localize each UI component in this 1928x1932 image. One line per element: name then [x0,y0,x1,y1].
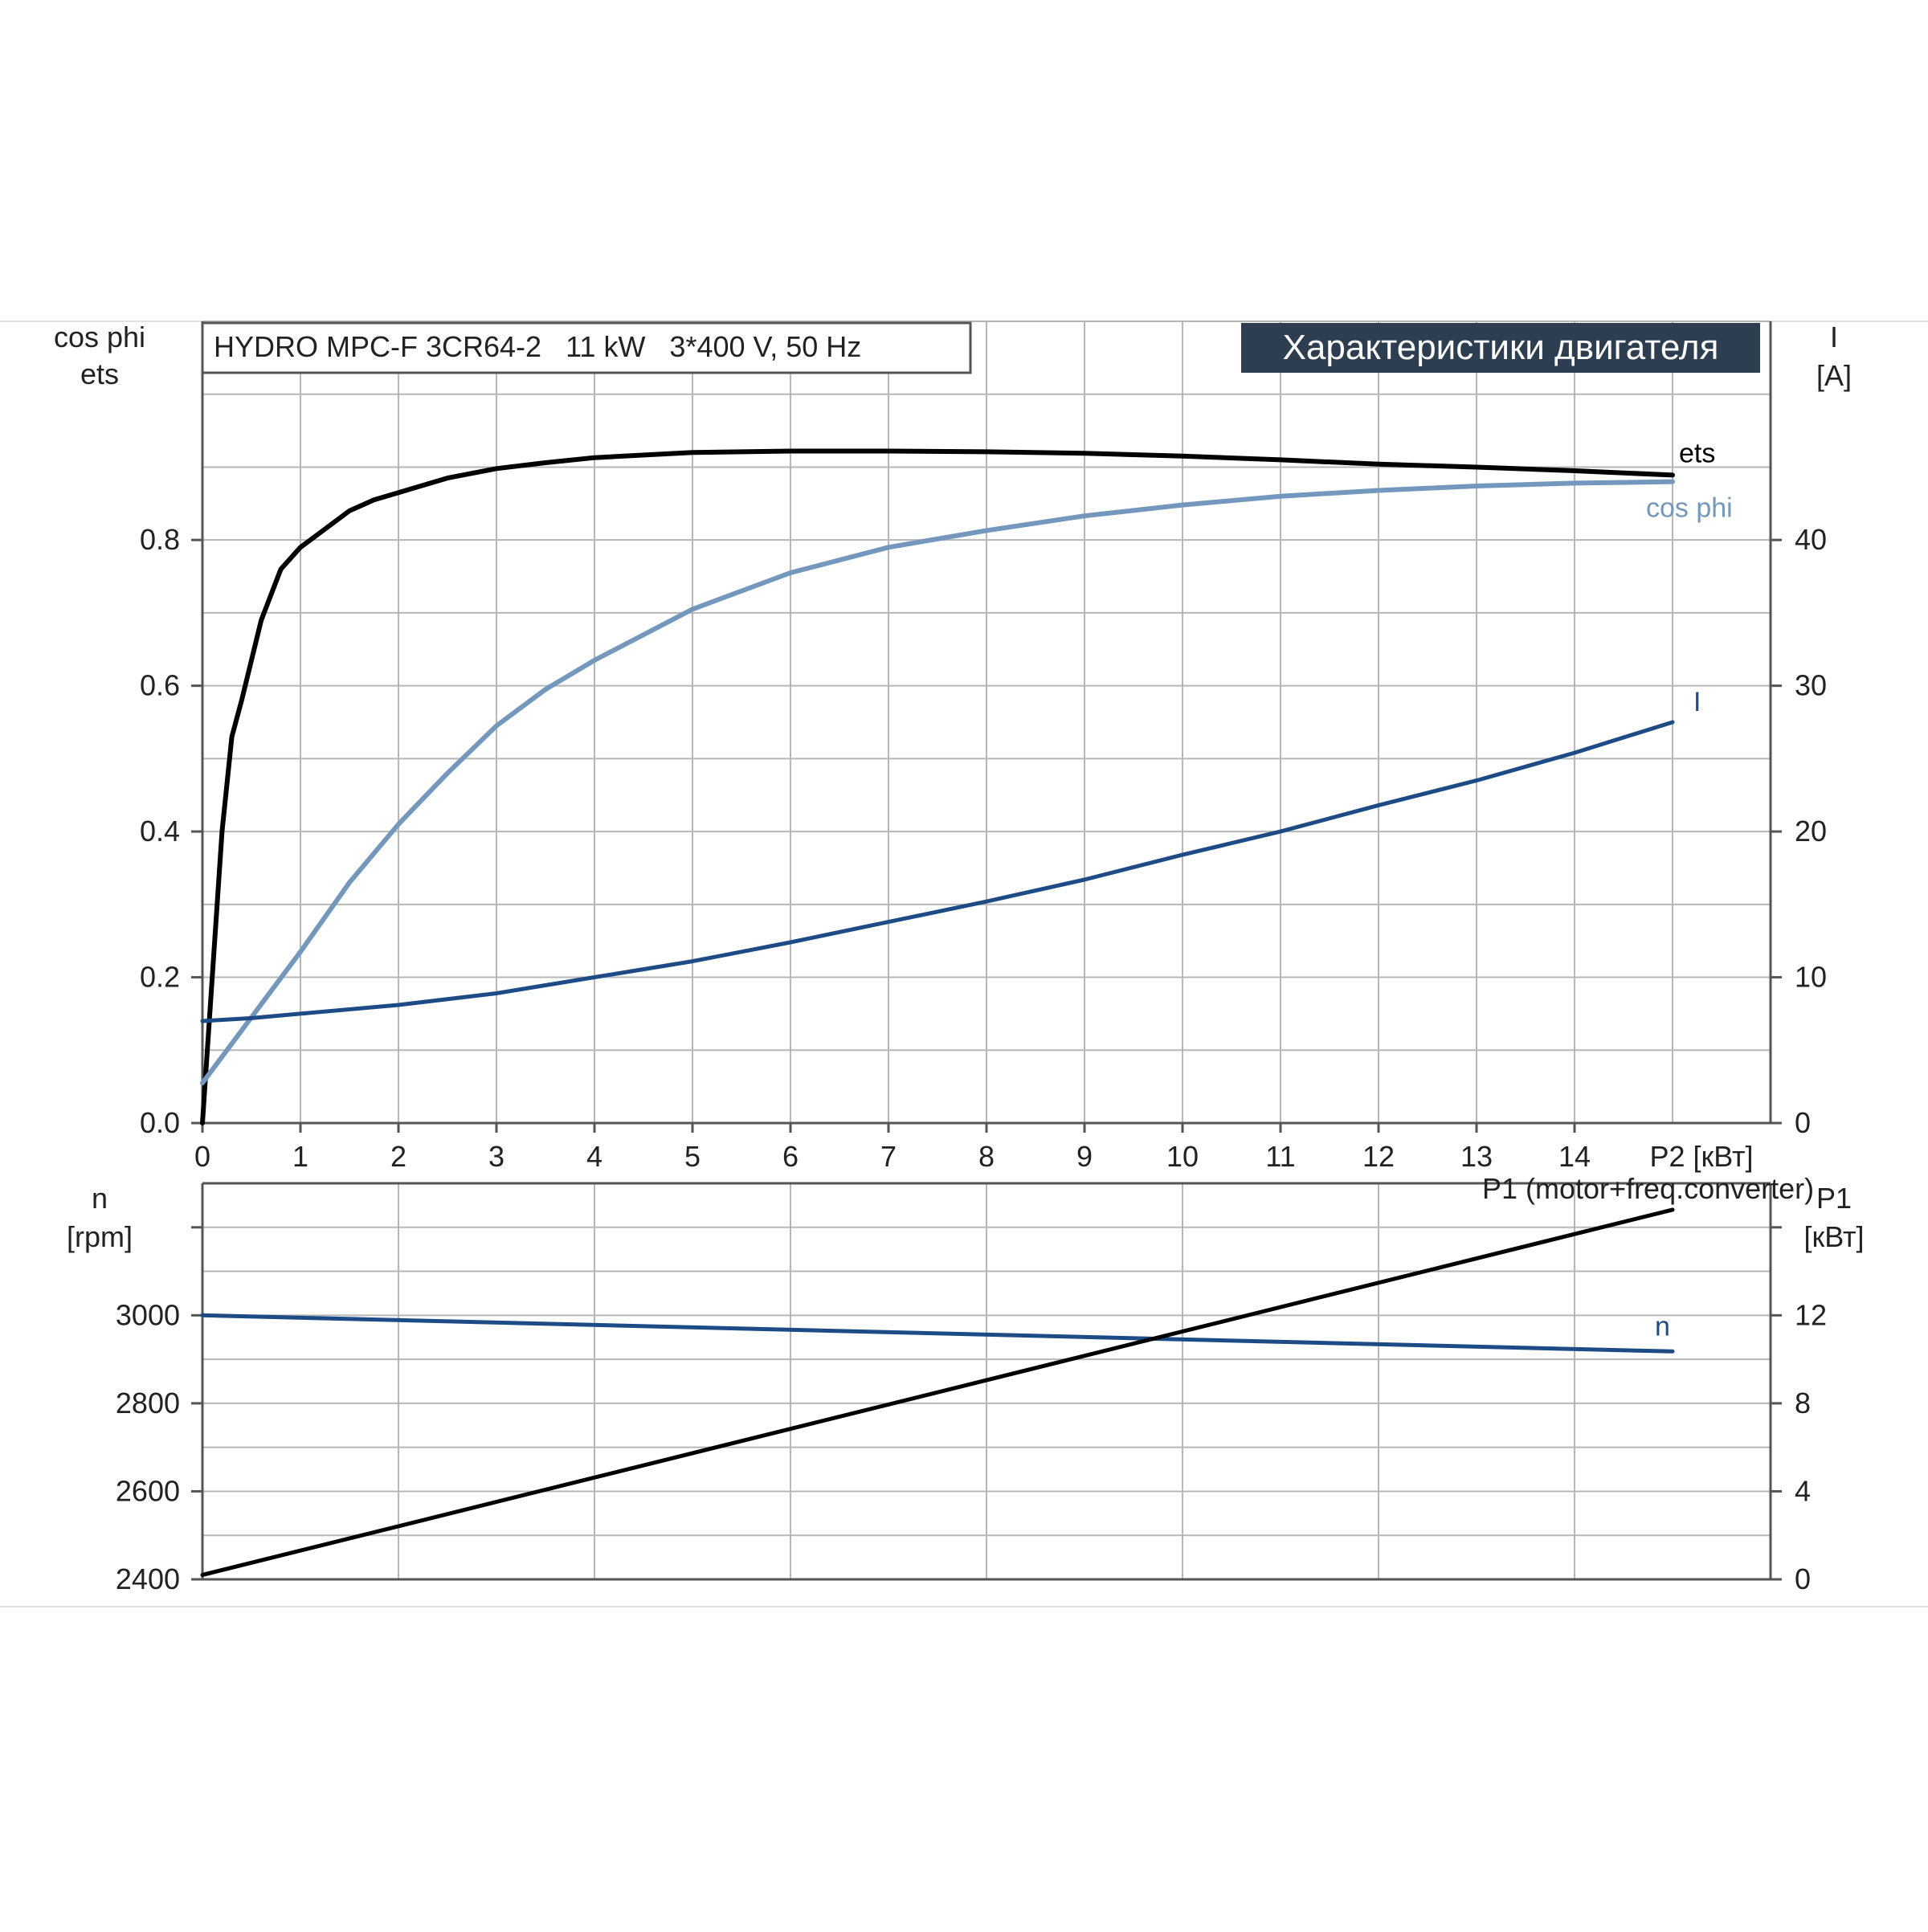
series-line-I [200,720,1675,1023]
x-tick-label: 8 [978,1140,995,1173]
x-tick-label: 9 [1076,1140,1093,1173]
x-tick-label: 7 [880,1140,897,1173]
x-axis-label: P2 [кВт] [1649,1140,1753,1173]
y-left-axis-label-1: cos phi [54,321,145,353]
y-right-tick-label: 8 [1795,1387,1811,1419]
y-left-axis-label-2: [rpm] [67,1220,133,1253]
chart-title-box [201,321,972,374]
x-tick-label: 13 [1460,1140,1493,1173]
y-right-tick-label: 12 [1795,1298,1827,1331]
series-line-n [200,1313,1675,1354]
x-tick-label: 5 [684,1140,701,1173]
series-line-P1 [200,1207,1675,1577]
y-right-axis-label-1: I [1830,321,1838,353]
y-left-tick-label: 0.4 [140,815,180,848]
series-label-n: n [1655,1311,1670,1342]
series-line-ets [200,448,1675,1125]
y-right-tick-label: 0 [1795,1106,1811,1139]
x-tick-label: 6 [782,1140,799,1173]
series-label-cos-phi: cos phi [1646,493,1733,524]
x-tick-label: 12 [1362,1140,1395,1173]
y-left-tick-label: 2400 [116,1562,180,1595]
y-left-tick-label: 0.2 [140,961,180,994]
panel-badge-box [1241,323,1760,373]
x-tick-label: 3 [488,1140,504,1173]
y-right-tick-label: 20 [1795,815,1827,848]
y-left-axis-label-2: ets [80,357,119,390]
y-left-tick-label: 2600 [116,1474,180,1507]
x-tick-label: 14 [1558,1140,1591,1173]
y-left-tick-label: 0.6 [140,669,180,702]
chart-title: HYDRO MPC-F 3CR64-2 11 kW 3*400 V, 50 Hz [214,330,861,363]
y-right-axis-label-1: P1 [1816,1182,1852,1215]
y-left-axis-label-1: n [92,1182,108,1215]
y-right-tick-label: 30 [1795,669,1827,702]
y-left-tick-label: 3000 [116,1298,180,1331]
y-left-tick-label: 0.8 [140,523,180,556]
y-left-tick-label: 2800 [116,1387,180,1419]
x-tick-label: 0 [194,1140,210,1173]
x-tick-label: 4 [586,1140,602,1173]
x-tick-label: 2 [390,1140,406,1173]
y-right-tick-label: 0 [1795,1562,1811,1595]
y-right-tick-label: 40 [1795,523,1827,556]
series-label-i: I [1693,687,1701,717]
series-label-ets: ets [1679,438,1715,468]
y-right-tick-label: 10 [1795,961,1827,994]
series-line-cos-phi [200,479,1675,1086]
series-label-p1: P1 (motor+freq.converter) [1482,1172,1814,1205]
y-right-axis-label-2: [A] [1816,359,1852,392]
y-right-tick-label: 4 [1795,1474,1811,1507]
x-tick-label: 1 [292,1140,308,1173]
y-left-tick-label: 0.0 [140,1106,180,1139]
x-tick-label: 10 [1166,1140,1199,1173]
panel-badge: Характеристики двигателя [1283,328,1719,367]
y-right-axis-label-2: [кВт] [1803,1220,1864,1253]
x-tick-label: 11 [1265,1140,1295,1173]
